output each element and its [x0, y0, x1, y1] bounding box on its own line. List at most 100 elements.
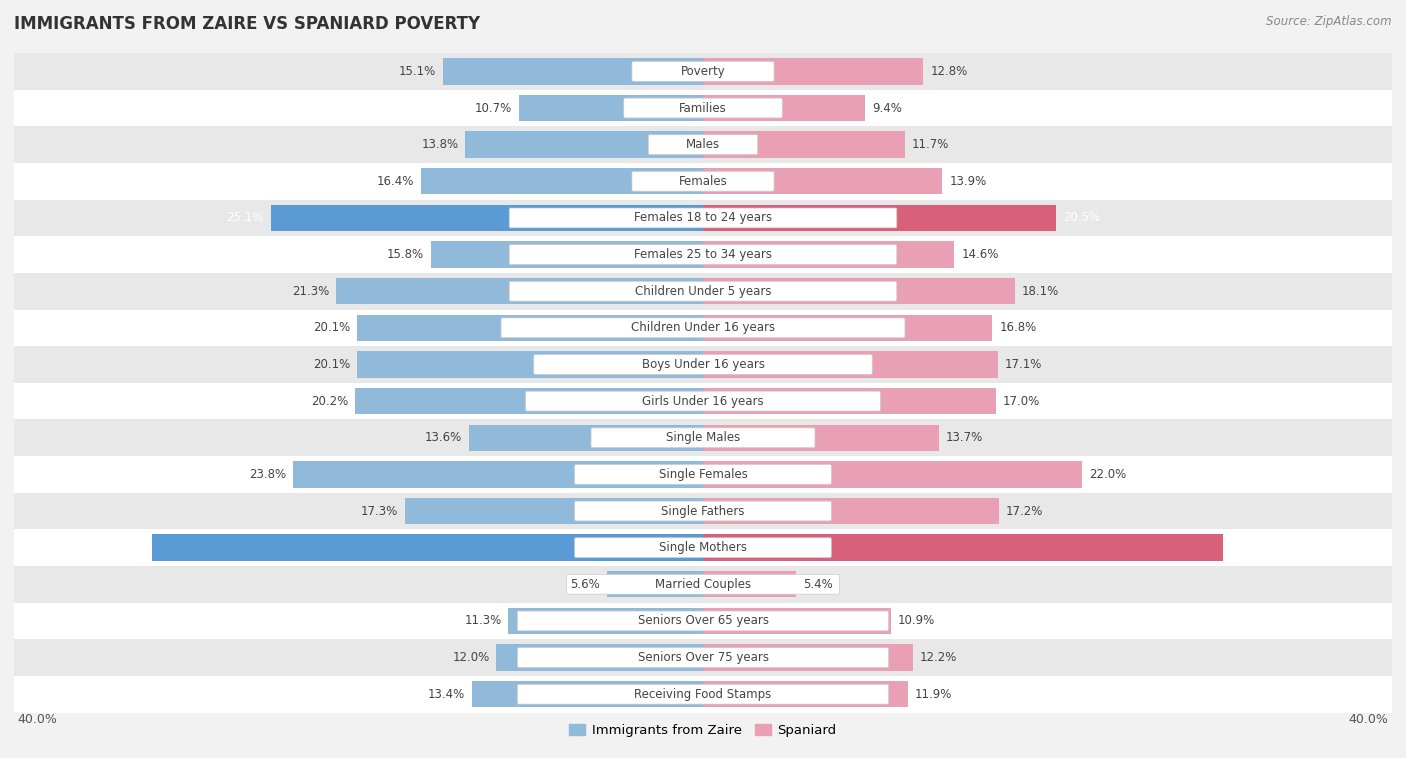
Bar [703, 315, 993, 341]
Bar [703, 351, 997, 377]
Text: Single Females: Single Females [658, 468, 748, 481]
Text: 25.1%: 25.1% [226, 211, 264, 224]
Bar [703, 461, 1083, 487]
Text: Receiving Food Stamps: Receiving Food Stamps [634, 688, 772, 700]
Bar [472, 681, 703, 707]
Bar [703, 278, 1015, 305]
Text: 11.7%: 11.7% [911, 138, 949, 151]
Text: 21.3%: 21.3% [292, 285, 329, 298]
FancyBboxPatch shape [534, 355, 872, 374]
FancyBboxPatch shape [575, 465, 831, 484]
Text: 12.2%: 12.2% [920, 651, 957, 664]
Bar [703, 571, 796, 597]
Bar [703, 498, 1000, 525]
Bar [14, 566, 1392, 603]
Bar [703, 388, 995, 415]
Text: 13.9%: 13.9% [949, 175, 987, 188]
Text: 9.4%: 9.4% [872, 102, 901, 114]
Text: 17.0%: 17.0% [1002, 395, 1040, 408]
Text: 16.4%: 16.4% [377, 175, 413, 188]
Text: 14.6%: 14.6% [962, 248, 998, 261]
Bar [357, 351, 703, 377]
Text: Poverty: Poverty [681, 65, 725, 78]
Text: 15.8%: 15.8% [387, 248, 425, 261]
Text: 12.8%: 12.8% [931, 65, 967, 78]
Text: Single Mothers: Single Mothers [659, 541, 747, 554]
Bar [14, 309, 1392, 346]
Bar [703, 608, 891, 634]
Bar [703, 168, 942, 195]
Text: Seniors Over 65 years: Seniors Over 65 years [637, 615, 769, 628]
Bar [468, 424, 703, 451]
Text: Boys Under 16 years: Boys Under 16 years [641, 358, 765, 371]
Bar [703, 534, 1223, 561]
Bar [14, 89, 1392, 127]
Text: 20.1%: 20.1% [312, 321, 350, 334]
Text: Families: Families [679, 102, 727, 114]
FancyBboxPatch shape [517, 647, 889, 668]
Text: 20.5%: 20.5% [1063, 211, 1099, 224]
FancyBboxPatch shape [575, 537, 831, 558]
Text: 23.8%: 23.8% [249, 468, 287, 481]
Text: 11.9%: 11.9% [915, 688, 952, 700]
Bar [703, 681, 908, 707]
Bar [703, 644, 912, 671]
FancyBboxPatch shape [509, 281, 897, 301]
FancyBboxPatch shape [631, 61, 775, 81]
Text: Females: Females [679, 175, 727, 188]
Text: 5.4%: 5.4% [803, 578, 832, 590]
Bar [420, 168, 703, 195]
Bar [14, 493, 1392, 529]
FancyBboxPatch shape [575, 501, 831, 521]
FancyBboxPatch shape [648, 135, 758, 155]
FancyBboxPatch shape [631, 171, 775, 191]
Text: 20.2%: 20.2% [311, 395, 349, 408]
FancyBboxPatch shape [517, 611, 889, 631]
Text: 17.2%: 17.2% [1007, 505, 1043, 518]
Text: Single Males: Single Males [666, 431, 740, 444]
Bar [14, 639, 1392, 676]
Text: 5.6%: 5.6% [569, 578, 599, 590]
Text: Children Under 16 years: Children Under 16 years [631, 321, 775, 334]
Legend: Immigrants from Zaire, Spaniard: Immigrants from Zaire, Spaniard [564, 719, 842, 742]
Text: 12.0%: 12.0% [453, 651, 489, 664]
Bar [14, 419, 1392, 456]
Text: 40.0%: 40.0% [1348, 713, 1389, 725]
Text: Single Fathers: Single Fathers [661, 505, 745, 518]
Bar [152, 534, 703, 561]
Text: 10.7%: 10.7% [475, 102, 512, 114]
Bar [14, 603, 1392, 639]
Text: 22.0%: 22.0% [1088, 468, 1126, 481]
Text: 32.0%: 32.0% [108, 541, 145, 554]
Text: Source: ZipAtlas.com: Source: ZipAtlas.com [1267, 15, 1392, 28]
Text: 20.1%: 20.1% [312, 358, 350, 371]
Text: 17.1%: 17.1% [1004, 358, 1042, 371]
Text: Girls Under 16 years: Girls Under 16 years [643, 395, 763, 408]
Bar [519, 95, 703, 121]
Bar [14, 127, 1392, 163]
Bar [14, 346, 1392, 383]
FancyBboxPatch shape [567, 575, 839, 594]
Bar [703, 58, 924, 85]
Bar [14, 529, 1392, 566]
Text: 17.3%: 17.3% [361, 505, 398, 518]
Text: Seniors Over 75 years: Seniors Over 75 years [637, 651, 769, 664]
FancyBboxPatch shape [526, 391, 880, 411]
Text: Children Under 5 years: Children Under 5 years [634, 285, 772, 298]
Bar [271, 205, 703, 231]
Bar [14, 456, 1392, 493]
FancyBboxPatch shape [501, 318, 905, 338]
Text: 13.6%: 13.6% [425, 431, 461, 444]
Bar [405, 498, 703, 525]
Text: 40.0%: 40.0% [17, 713, 58, 725]
Bar [14, 199, 1392, 236]
Text: 10.9%: 10.9% [897, 615, 935, 628]
Text: 13.8%: 13.8% [422, 138, 458, 151]
Bar [14, 383, 1392, 419]
Text: 16.8%: 16.8% [1000, 321, 1036, 334]
FancyBboxPatch shape [509, 208, 897, 228]
Bar [496, 644, 703, 671]
Bar [14, 676, 1392, 713]
Text: 13.4%: 13.4% [427, 688, 465, 700]
Text: 11.3%: 11.3% [464, 615, 502, 628]
